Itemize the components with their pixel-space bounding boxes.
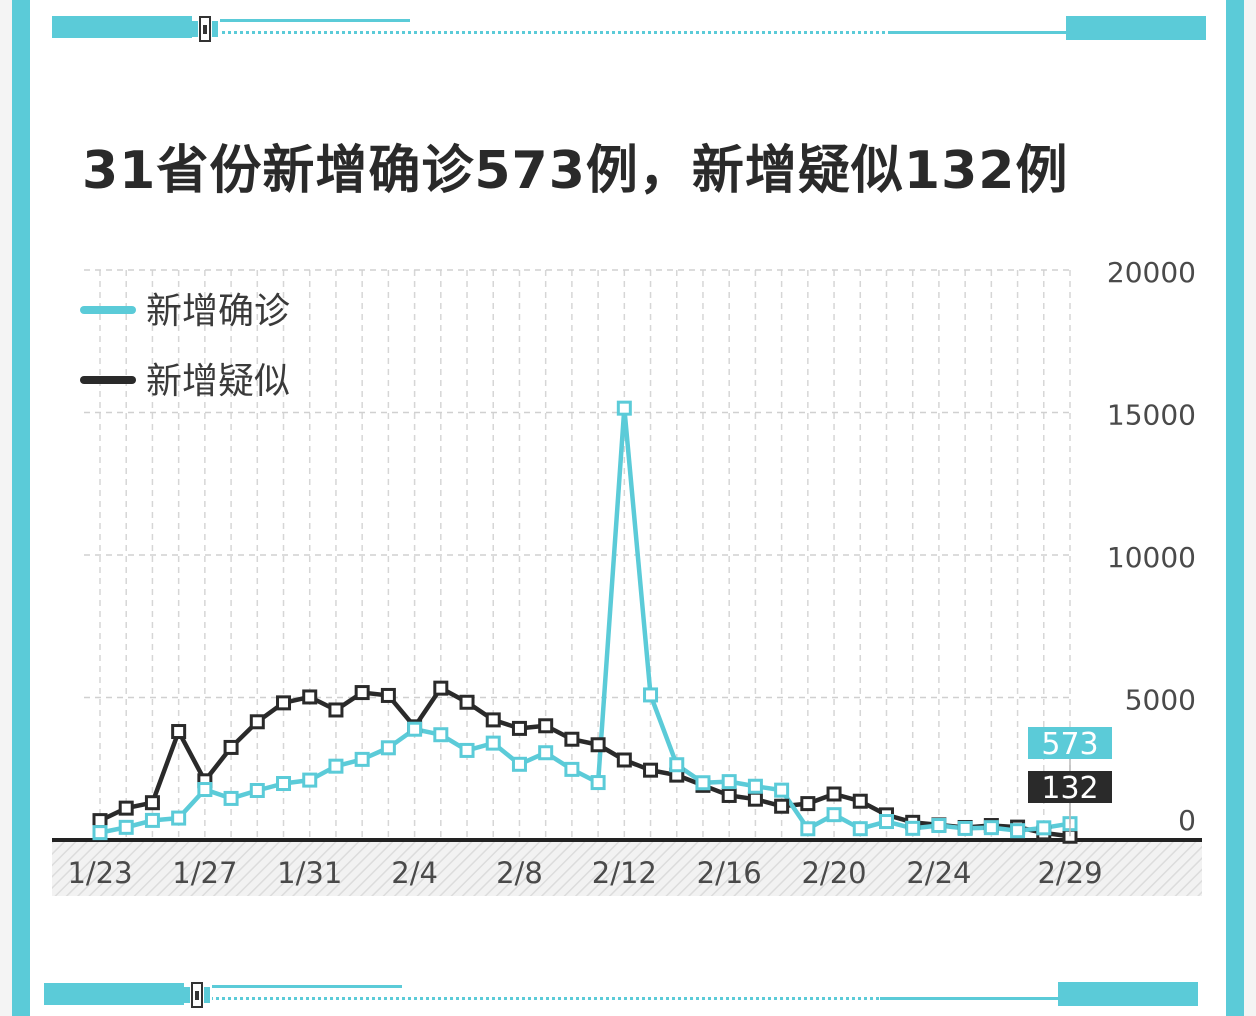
data-point-confirmed [380,740,396,756]
data-point-confirmed [590,775,606,791]
data-point-confirmed [695,775,711,791]
data-point-confirmed [1010,823,1026,839]
data-point-confirmed [878,814,894,830]
data-point-confirmed [223,790,239,806]
callout-value-confirmed: 573 [1041,727,1098,762]
data-point-confirmed [433,727,449,743]
data-point-confirmed [92,825,108,841]
x-tick-label: 1/31 [277,856,342,890]
x-tick-label: 2/16 [697,856,762,890]
x-tick-label: 2/29 [1037,856,1102,890]
data-point-suspected [118,800,134,816]
page-title: 31省份新增确诊573例，新增疑似132例 [82,141,1069,201]
data-point-suspected [171,724,187,740]
y-tick-label: 0 [1178,804,1196,837]
data-point-suspected [249,714,265,730]
data-point-confirmed [511,756,527,772]
data-point-confirmed [407,721,423,737]
data-point-suspected [721,787,737,803]
data-point-confirmed [905,820,921,836]
legend-label-confirmed: 新增确诊 [146,291,290,332]
x-tick-label: 2/20 [801,856,866,890]
data-point-suspected [747,791,763,807]
data-point-confirmed [197,782,213,798]
x-axis-ticks: 1/23 1/27 1/31 2/4 2/8 2/12 2/16 2/20 2/24 2/29 [67,856,1102,890]
data-point-confirmed [774,782,790,798]
data-point-confirmed [328,758,344,774]
data-point-confirmed [1036,820,1052,836]
data-point-suspected [433,680,449,696]
data-point-suspected [511,720,527,736]
data-point-confirmed [747,778,763,794]
data-point-confirmed [800,821,816,837]
data-point-suspected [380,687,396,703]
data-point-confirmed [459,742,475,758]
series-layer [92,400,1078,844]
x-tick-label: 2/4 [391,856,438,890]
data-point-suspected [564,731,580,747]
data-point-confirmed [826,807,842,823]
x-tick-label: 2/12 [592,856,657,890]
data-point-suspected [276,695,292,711]
callout-box-confirmed [1028,727,1112,759]
data-point-suspected [800,796,816,812]
series-line-suspected [99,685,1071,839]
x-tick-label: 2/24 [906,856,971,890]
x-tick-label: 1/23 [67,856,132,890]
top-decor [52,16,1206,42]
y-tick-label: 15000 [1107,399,1196,432]
data-point-confirmed [616,400,632,416]
right-border-bar [1226,0,1244,1016]
data-point-suspected [302,689,318,705]
y-tick-label: 20000 [1107,256,1196,289]
data-point-suspected [328,702,344,718]
bottom-decor [44,982,1198,1008]
data-point-confirmed [276,776,292,792]
data-point-suspected [590,737,606,753]
legend: 新增确诊 新增疑似 [80,291,290,402]
data-point-suspected [643,762,659,778]
y-tick-label: 5000 [1125,684,1196,717]
data-point-confirmed [249,782,265,798]
series-line-confirmed [99,405,1071,835]
data-point-suspected [538,718,554,734]
data-point-confirmed [564,761,580,777]
data-point-suspected [223,739,239,755]
x-axis-band [52,840,1202,896]
data-point-confirmed [144,812,160,828]
left-border-bar [12,0,30,1016]
y-tick-label: 10000 [1107,541,1196,574]
data-point-suspected [144,795,160,811]
data-point-suspected [774,798,790,814]
data-point-confirmed [643,687,659,703]
data-point-confirmed [354,751,370,767]
data-point-confirmed [302,772,318,788]
data-point-confirmed [538,745,554,761]
y-axis-ticks: 20000 15000 10000 5000 0 [1107,256,1196,837]
data-point-confirmed [485,735,501,751]
data-point-confirmed [931,818,947,834]
data-point-confirmed [957,820,973,836]
data-point-suspected [616,752,632,768]
x-tick-label: 1/27 [172,856,237,890]
data-point-suspected [92,813,108,829]
legend-label-suspected: 新增疑似 [146,361,290,402]
data-point-suspected [459,694,475,710]
data-point-suspected [852,793,868,809]
data-point-confirmed [721,774,737,790]
data-point-confirmed [669,757,685,773]
x-tick-label: 2/8 [496,856,543,890]
data-point-confirmed [852,821,868,837]
data-point-confirmed [118,819,134,835]
callout-box-suspected [1028,771,1112,803]
data-point-confirmed [983,820,999,836]
callout-value-suspected: 132 [1041,771,1098,806]
data-point-suspected [485,712,501,728]
data-point-suspected [354,685,370,701]
data-point-confirmed [171,810,187,826]
data-point-suspected [826,786,842,802]
